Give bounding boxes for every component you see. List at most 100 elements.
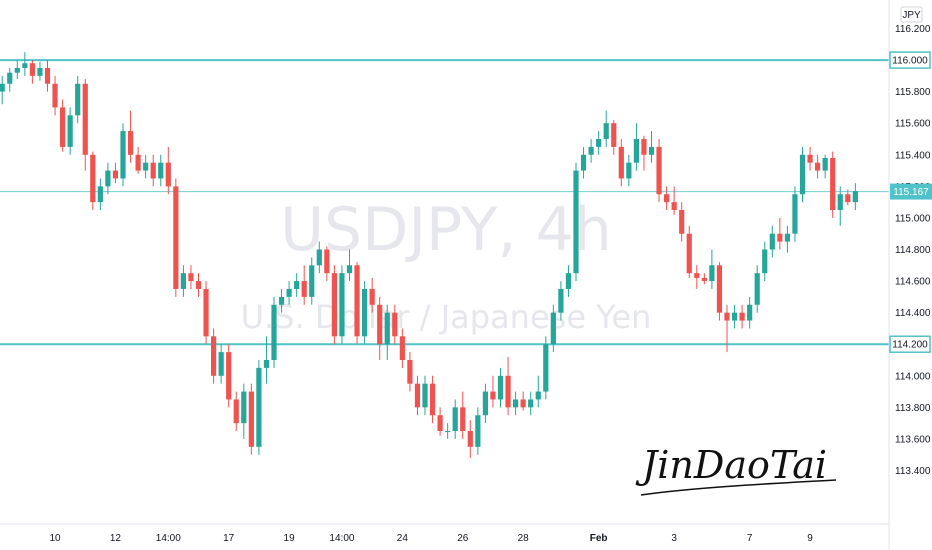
candle-body-43 (324, 249, 330, 274)
candle-25 (188, 265, 194, 289)
time-tick-12: 9 (807, 533, 813, 544)
candle-body-61 (460, 407, 466, 432)
candle-73 (550, 304, 556, 353)
candle-29 (218, 344, 224, 384)
candle-body-3 (22, 63, 28, 68)
candle-body-76 (573, 170, 579, 274)
candle-body-35 (263, 360, 270, 368)
time-axis[interactable]: 10 12 14:00 17 19 14:00 24 26 28 Feb 3 7 9 (0, 523, 889, 544)
candle-body-40 (301, 281, 307, 297)
candle-53 (399, 328, 405, 368)
candle-101 (762, 241, 768, 282)
candle-15 (112, 162, 119, 184)
candle-body-91 (686, 233, 692, 274)
candle-body-85 (641, 139, 647, 155)
price-axis[interactable]: JPY 116.200116.000115.800115.600115.4001… (888, 0, 932, 550)
candle-body-78 (588, 146, 594, 155)
candle-body-14 (105, 170, 111, 187)
candle-body-72 (543, 344, 549, 392)
candle-57 (429, 375, 436, 424)
candle-body-64 (482, 391, 488, 416)
candle-56 (422, 375, 428, 416)
candle-28 (211, 328, 217, 384)
candle-47 (354, 262, 360, 345)
candle-3 (22, 52, 28, 76)
candle-62 (467, 419, 473, 458)
candle-body-32 (241, 391, 247, 424)
candle-body-106 (799, 154, 806, 195)
candle-body-89 (671, 202, 677, 211)
candle-body-63 (475, 415, 481, 447)
candle-88 (664, 186, 670, 211)
candle-body-81 (611, 123, 617, 147)
candle-82 (618, 139, 624, 187)
candle-87 (656, 139, 662, 203)
candle-86 (648, 131, 655, 163)
candle-17 (127, 110, 134, 163)
candle-6 (44, 60, 51, 92)
candlestick-series (0, 52, 858, 458)
candle-body-99 (747, 304, 753, 321)
candle-99 (747, 296, 753, 329)
candle-body-66 (497, 375, 504, 400)
candle-body-82 (618, 146, 624, 179)
candle-45 (339, 265, 345, 345)
candle-113 (852, 183, 858, 211)
candle-23 (173, 178, 179, 297)
candle-9 (67, 107, 73, 155)
candle-83 (626, 154, 632, 187)
candle-4 (29, 60, 35, 84)
candle-112 (845, 189, 851, 206)
candle-38 (286, 281, 292, 305)
candle-40 (301, 265, 307, 305)
candle-69 (520, 391, 526, 411)
candle-body-59 (445, 431, 451, 433)
candle-71 (535, 375, 541, 408)
candle-body-4 (29, 63, 35, 76)
candle-94 (709, 249, 715, 289)
candle-76 (573, 162, 579, 282)
candle-104 (784, 225, 790, 253)
candle-body-15 (112, 170, 119, 179)
time-tick-3: 17 (223, 533, 235, 544)
candle-body-29 (218, 352, 224, 376)
price-tick-12: 113.800 (895, 403, 931, 414)
horizontal-levels[interactable] (0, 59, 889, 346)
time-tick-0: 10 (49, 533, 61, 544)
candle-body-105 (792, 194, 798, 234)
candle-body-75 (565, 273, 572, 289)
candle-body-111 (837, 194, 843, 211)
candle-16 (120, 123, 126, 187)
signature-text: JinDaoTai (635, 443, 827, 487)
candle-107 (807, 146, 813, 171)
candle-103 (777, 217, 783, 250)
candle-body-73 (550, 312, 556, 345)
candle-74 (558, 281, 564, 321)
candle-body-95 (716, 265, 723, 313)
candle-body-112 (845, 194, 851, 203)
candle-body-80 (603, 123, 609, 139)
price-tick-0: 116.200 (895, 24, 931, 35)
candle-body-110 (830, 157, 836, 211)
candle-108 (815, 154, 821, 179)
candle-20 (150, 154, 156, 187)
candle-39 (294, 273, 300, 297)
candle-54 (407, 352, 413, 392)
candle-body-39 (294, 281, 300, 289)
candle-body-104 (784, 233, 790, 242)
candle-37 (278, 288, 285, 313)
candle-22 (165, 146, 171, 195)
candle-body-51 (384, 312, 390, 345)
level-tag-text-1: 114.200 (892, 340, 928, 351)
currency-box (900, 6, 923, 23)
candle-79 (596, 131, 602, 155)
price-tick-3: 115.600 (895, 119, 931, 130)
candle-72 (543, 336, 549, 400)
candle-70 (528, 391, 534, 416)
candle-12 (90, 151, 96, 211)
candle-body-8 (60, 107, 66, 147)
candle-10 (75, 75, 81, 124)
level-tag-box-0 (889, 51, 931, 69)
